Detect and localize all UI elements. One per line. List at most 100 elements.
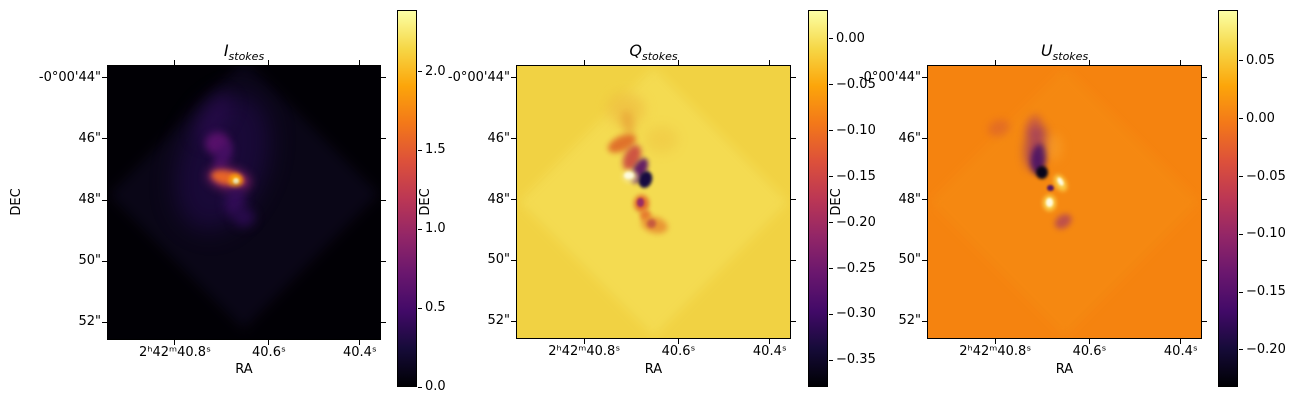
y-tick-label: -0°00'44": [858, 69, 921, 85]
tick-mark: [511, 199, 516, 201]
tick-mark: [1202, 320, 1207, 322]
tick-mark: [922, 320, 927, 322]
tick-mark: [174, 60, 176, 65]
tick-mark: [102, 138, 107, 140]
tick-mark: [678, 60, 680, 65]
colorbar-tick-label: 1.0: [425, 221, 446, 237]
tick-mark: [268, 340, 270, 345]
x-tick-label: 2ʰ42ᵐ40.8ˢ: [138, 345, 211, 360]
tick-mark: [1239, 291, 1243, 293]
tick-mark: [1239, 118, 1243, 120]
tick-mark: [418, 307, 422, 309]
tick-mark: [829, 268, 833, 270]
emission-feature: [637, 198, 644, 207]
colorbar-tick-label: −0.05: [1246, 168, 1286, 184]
tick-mark: [922, 199, 927, 201]
tick-mark: [829, 38, 833, 40]
colorbar-q-stokes: [808, 10, 828, 387]
tick-mark: [791, 199, 796, 201]
colorbar-tick-label: 0.0: [425, 379, 446, 394]
x-tick-label: 2ʰ42ᵐ40.8ˢ: [548, 344, 621, 359]
x-axis-label-ra: RA: [1055, 362, 1074, 377]
panel-title-i-stokes: Istokes: [107, 40, 381, 64]
tick-mark: [1202, 199, 1207, 201]
emission-feature: [639, 210, 651, 222]
y-tick-label: 48": [78, 192, 101, 208]
title-subscript: stokes: [641, 50, 678, 64]
tick-mark: [381, 321, 386, 323]
y-tick-label: 52": [898, 313, 921, 329]
tick-mark: [418, 149, 422, 151]
tick-mark: [922, 77, 927, 79]
tick-mark: [829, 176, 833, 178]
x-tick-label: 40.6ˢ: [252, 345, 286, 360]
colorbar-tick-label: −0.35: [836, 352, 876, 368]
tick-mark: [1202, 259, 1207, 261]
x-tick-label: 40.4ˢ: [342, 345, 377, 360]
emission-feature: [233, 207, 255, 228]
y-tick-label: 52": [487, 313, 510, 329]
tick-mark: [583, 60, 585, 65]
emission-feature: [1036, 166, 1049, 180]
tick-mark: [418, 71, 422, 73]
colorbar-tick-label: −0.10: [1246, 226, 1286, 242]
y-tick-label: -0°00'44": [38, 69, 101, 85]
colorbar-tick-label: 2.0: [425, 63, 446, 79]
tick-mark: [381, 199, 386, 201]
tick-mark: [994, 339, 996, 344]
x-tick-label: 40.4ˢ: [1163, 344, 1198, 359]
tick-mark: [381, 260, 386, 262]
tick-mark: [1239, 60, 1243, 62]
tick-mark: [174, 340, 176, 345]
colorbar-tick-label: −0.10: [836, 122, 876, 138]
tick-mark: [381, 77, 386, 79]
tick-mark: [418, 228, 422, 230]
emission-feature: [929, 67, 1200, 337]
title-subscript: stokes: [228, 50, 265, 64]
tick-mark: [1239, 176, 1243, 178]
colorbar-tick-label: 0.5: [425, 300, 446, 316]
tick-mark: [583, 339, 585, 344]
colorbar-tick-label: −0.15: [836, 168, 876, 184]
tick-mark: [102, 321, 107, 323]
colorbar-tick-label: 0.05: [1246, 52, 1275, 68]
tick-mark: [829, 222, 833, 224]
colorbar-tick-label: −0.20: [836, 214, 876, 230]
colorbar-tick-label: −0.20: [1246, 341, 1286, 357]
tick-mark: [381, 138, 386, 140]
y-tick-label: 52": [78, 314, 101, 330]
tick-mark: [829, 84, 833, 86]
y-tick-label: 46": [487, 130, 510, 146]
tick-mark: [791, 138, 796, 140]
tick-mark: [829, 313, 833, 315]
panel-title-u-stokes: Ustokes: [927, 40, 1202, 64]
tick-mark: [418, 386, 422, 388]
emission-feature: [647, 219, 656, 229]
title-subscript: stokes: [1052, 50, 1089, 64]
y-tick-label: 50": [898, 252, 921, 268]
tick-mark: [1180, 60, 1182, 65]
heatmap-q-stokes: [516, 65, 791, 339]
colorbar-tick-label: −0.15: [1246, 284, 1286, 300]
tick-mark: [1202, 138, 1207, 140]
tick-mark: [1180, 339, 1182, 344]
tick-mark: [102, 199, 107, 201]
tick-mark: [359, 340, 361, 345]
x-axis-label-ra: RA: [235, 362, 253, 377]
title-main: Q: [629, 41, 642, 60]
y-tick-label: 50": [487, 252, 510, 268]
y-tick-label: 46": [898, 130, 921, 146]
x-tick-label: 2ʰ42ᵐ40.8ˢ: [959, 344, 1032, 359]
tick-mark: [769, 339, 771, 344]
y-tick-label: 50": [78, 253, 101, 269]
tick-mark: [1239, 233, 1243, 235]
tick-mark: [511, 77, 516, 79]
x-axis-label-ra: RA: [644, 362, 663, 377]
y-tick-label: -0°00'44": [447, 69, 510, 85]
tick-mark: [829, 130, 833, 132]
tick-mark: [1089, 339, 1091, 344]
x-tick-label: 40.4ˢ: [752, 344, 787, 359]
emission-feature: [645, 125, 679, 154]
tick-mark: [922, 259, 927, 261]
emission-feature: [1047, 184, 1054, 192]
